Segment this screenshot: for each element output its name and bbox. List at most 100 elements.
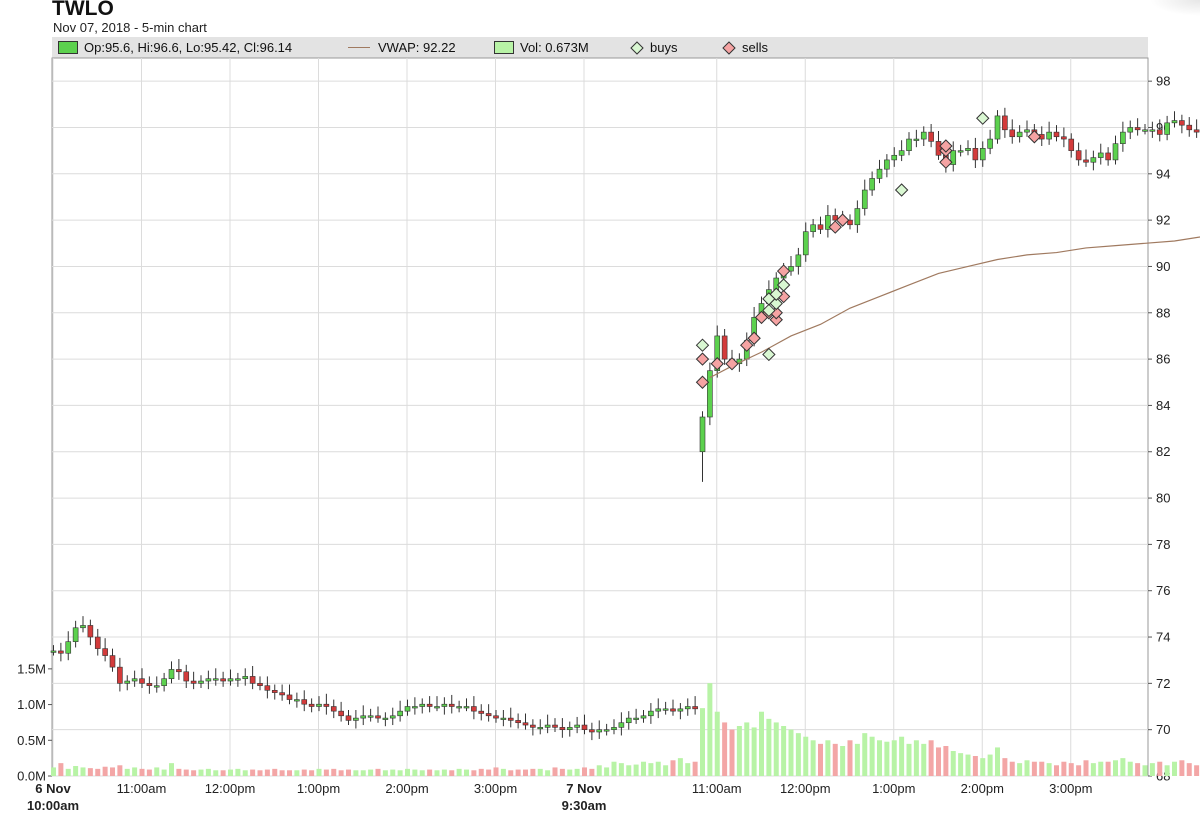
candle-body	[1164, 122, 1170, 135]
candle-body	[825, 215, 831, 230]
candle-body	[1149, 129, 1156, 132]
legend-vwap: VWAP: 92.22	[348, 39, 456, 56]
buy-marker	[695, 338, 710, 352]
plot-area	[51, 57, 1149, 777]
candle-body	[965, 148, 971, 151]
volume-bar	[301, 769, 307, 776]
volume-bar	[722, 722, 728, 776]
volume-bar	[810, 740, 816, 776]
volume-bar	[257, 770, 263, 776]
candle-body	[625, 717, 632, 724]
candle-body	[412, 706, 418, 709]
buy-marker	[776, 278, 791, 292]
candle-body	[589, 729, 595, 733]
candle-body	[913, 138, 920, 141]
sell-marker	[1027, 130, 1042, 144]
volume-bar	[884, 741, 890, 776]
volume-bar	[405, 768, 410, 776]
candle-body	[389, 715, 396, 719]
volume-bar	[795, 733, 801, 776]
volume-bar	[530, 768, 536, 776]
volume-bar	[707, 683, 713, 776]
volume-bar	[832, 743, 838, 776]
volume-bar	[766, 718, 772, 776]
volume-tick-label: 0.5M	[17, 733, 46, 748]
candle-body	[434, 706, 440, 709]
candle-body	[987, 138, 993, 149]
volume-bar	[781, 726, 787, 776]
volume-bar	[1054, 765, 1059, 776]
volume-bar	[132, 767, 138, 776]
sell-marker	[710, 357, 724, 371]
sell-marker	[725, 357, 739, 371]
candle-body	[869, 178, 875, 191]
volume-bar	[818, 743, 823, 776]
volume-bar	[537, 768, 543, 776]
sell-marker	[776, 264, 791, 278]
volume-bar	[854, 743, 860, 776]
volume-bar	[677, 758, 683, 776]
volume-bar	[582, 767, 587, 776]
candle-body	[146, 683, 153, 686]
candle-body	[544, 724, 551, 728]
candle-body	[854, 208, 861, 226]
volume-bar	[368, 769, 374, 776]
volume-bar	[692, 761, 698, 776]
candle-body	[1120, 131, 1126, 144]
volume-bar	[279, 770, 285, 776]
candle-body	[478, 710, 485, 714]
volume-bar	[65, 768, 71, 776]
price-tick-label: 80	[1156, 491, 1170, 506]
candle-body	[994, 115, 1001, 140]
candle-body	[271, 690, 278, 693]
volume-bar	[346, 769, 351, 776]
candle-body	[1127, 127, 1134, 133]
legend-volume-text: Vol: 0.673M	[520, 40, 589, 55]
volume-bar	[1076, 765, 1082, 776]
sell-marker	[769, 313, 783, 327]
candle-body	[426, 703, 433, 707]
volume-bar	[987, 754, 993, 776]
volume-tick-label: 1.0M	[17, 697, 46, 712]
volume-bar	[1194, 765, 1200, 776]
volume-tick-label: 1.5M	[17, 661, 46, 676]
candle-body	[353, 717, 359, 721]
candle-body	[714, 335, 721, 371]
candle-body	[330, 706, 337, 712]
volume-bar	[1135, 763, 1141, 776]
vwap-line	[709, 236, 1200, 379]
candle-body	[950, 150, 957, 165]
candle-body	[1090, 157, 1097, 163]
candle-body	[360, 715, 367, 719]
volume-bar	[95, 768, 101, 776]
volume-bar	[980, 758, 986, 776]
candle-body	[153, 685, 160, 688]
volume-bar	[589, 768, 595, 776]
volume-bar	[559, 768, 565, 776]
volume-bar	[1024, 760, 1030, 776]
volume-bar	[655, 761, 661, 776]
volume-bar	[869, 736, 875, 776]
candle-body	[419, 703, 426, 707]
volume-bar	[228, 769, 233, 776]
sell-marker	[740, 338, 754, 352]
volume-bar	[1179, 760, 1185, 776]
candle-body	[397, 710, 403, 717]
volume-bar	[220, 770, 226, 776]
volume-bar	[744, 722, 750, 776]
buy-marker	[769, 287, 783, 301]
candle-body	[662, 708, 669, 711]
volume-bar	[478, 768, 484, 776]
volume-swatch-icon	[494, 41, 514, 54]
sell-marker	[828, 220, 842, 234]
candle-body	[58, 650, 64, 654]
candle-body	[957, 150, 964, 153]
candle-body	[367, 715, 374, 718]
volume-bar	[117, 765, 123, 776]
sell-marker	[695, 352, 710, 366]
volume-bar	[1039, 761, 1045, 776]
candle-body	[1142, 129, 1148, 132]
volume-bar	[943, 746, 949, 776]
candle-body	[928, 131, 934, 142]
volume-bar	[73, 766, 79, 776]
